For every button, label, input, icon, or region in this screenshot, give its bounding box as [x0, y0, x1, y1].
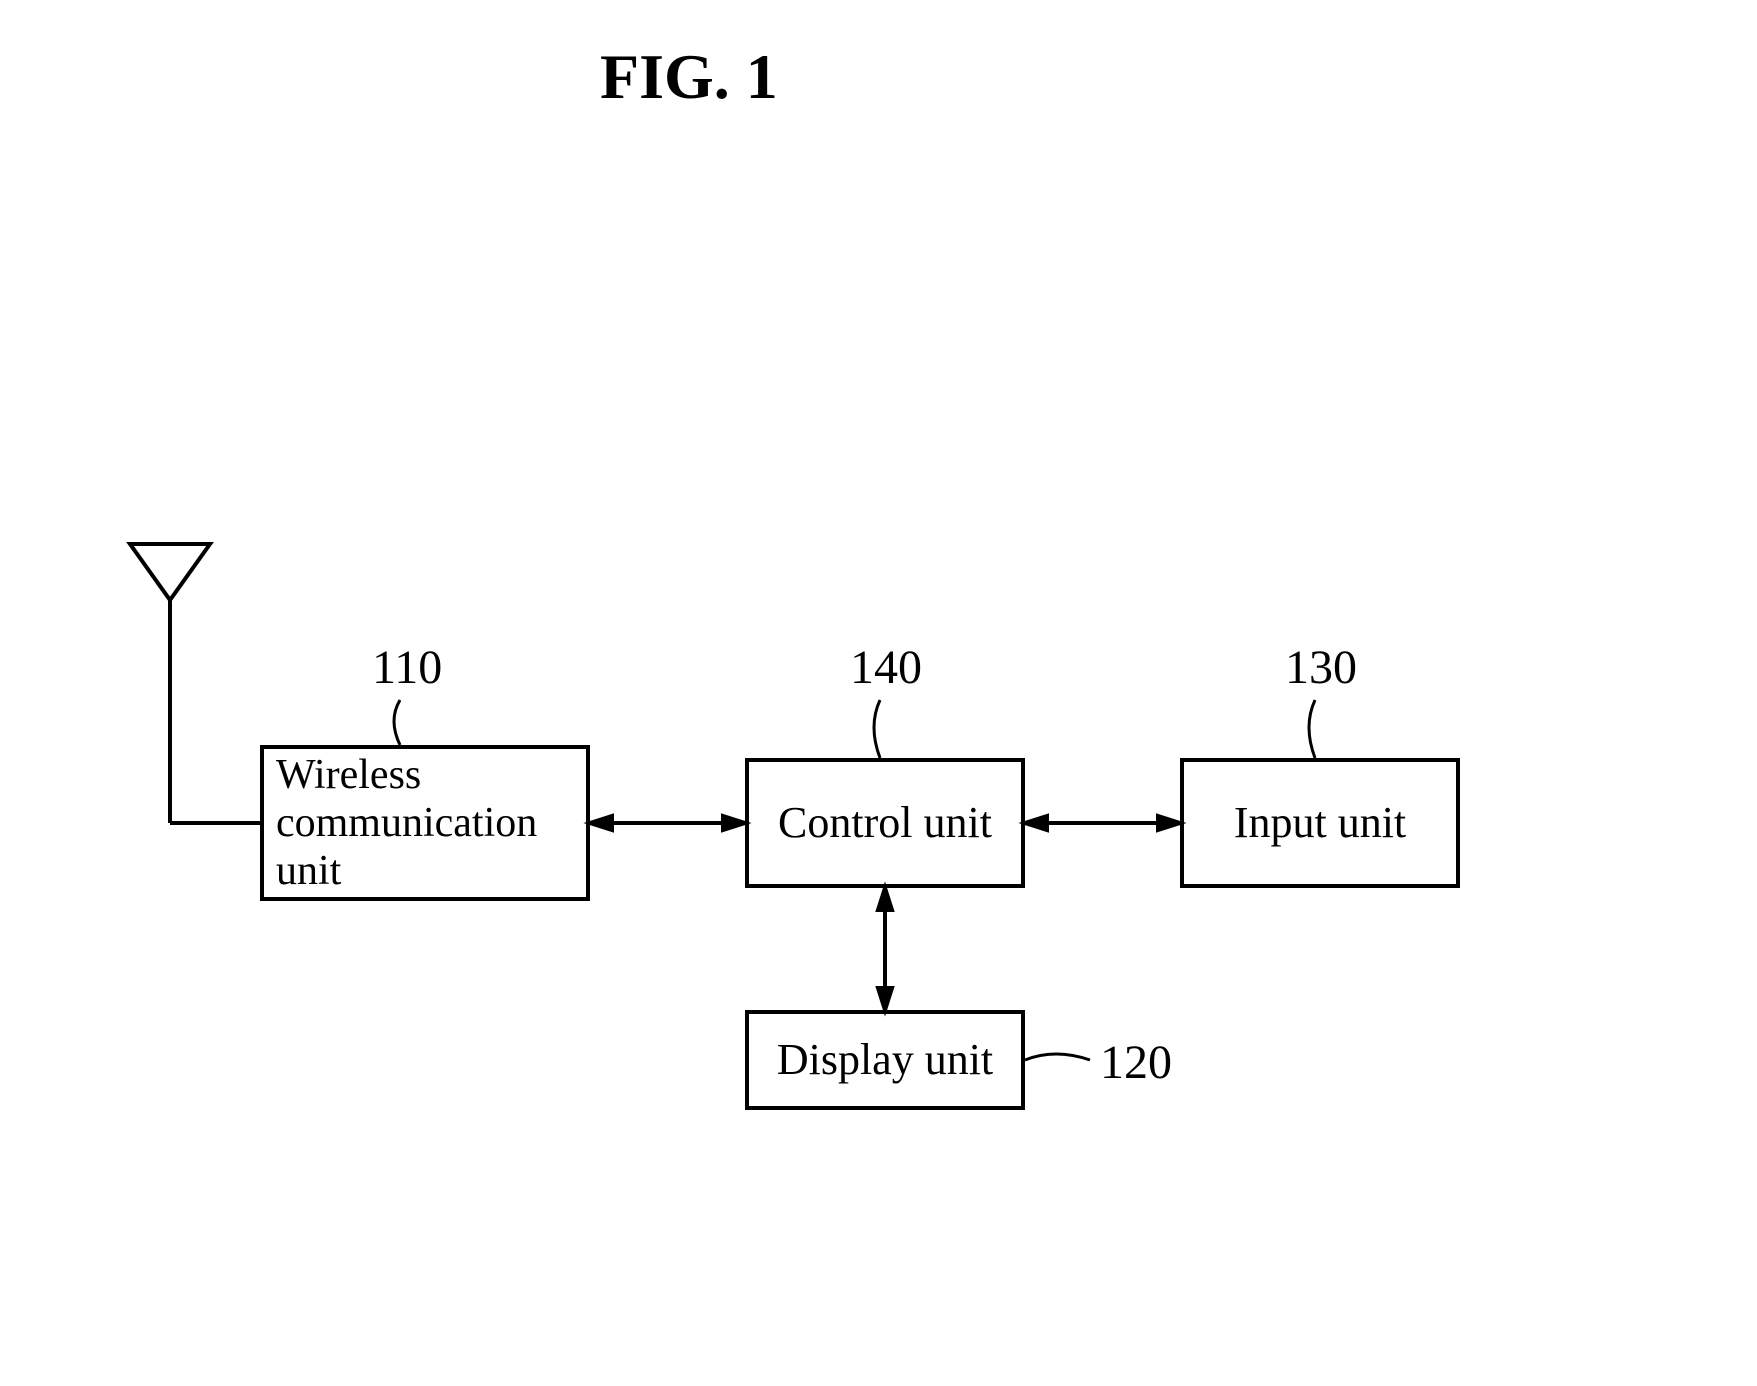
input-unit-label: Input unit: [1234, 798, 1406, 849]
figure-title: FIG. 1: [600, 40, 778, 114]
ref-120: 120: [1100, 1035, 1172, 1090]
ref-130: 130: [1285, 640, 1357, 695]
wireless-communication-unit-box: Wirelesscommunicationunit: [260, 745, 590, 901]
input-unit-box: Input unit: [1180, 758, 1460, 888]
display-unit-box: Display unit: [745, 1010, 1025, 1110]
ref-140: 140: [850, 640, 922, 695]
figure-canvas: FIG. 1 Wirelesscommunicationunit Control…: [0, 0, 1757, 1386]
control-unit-box: Control unit: [745, 758, 1025, 888]
control-unit-label: Control unit: [778, 798, 992, 849]
wireless-communication-unit-label: Wirelesscommunicationunit: [276, 751, 537, 896]
ref-110: 110: [372, 640, 442, 695]
display-unit-label: Display unit: [777, 1035, 993, 1086]
